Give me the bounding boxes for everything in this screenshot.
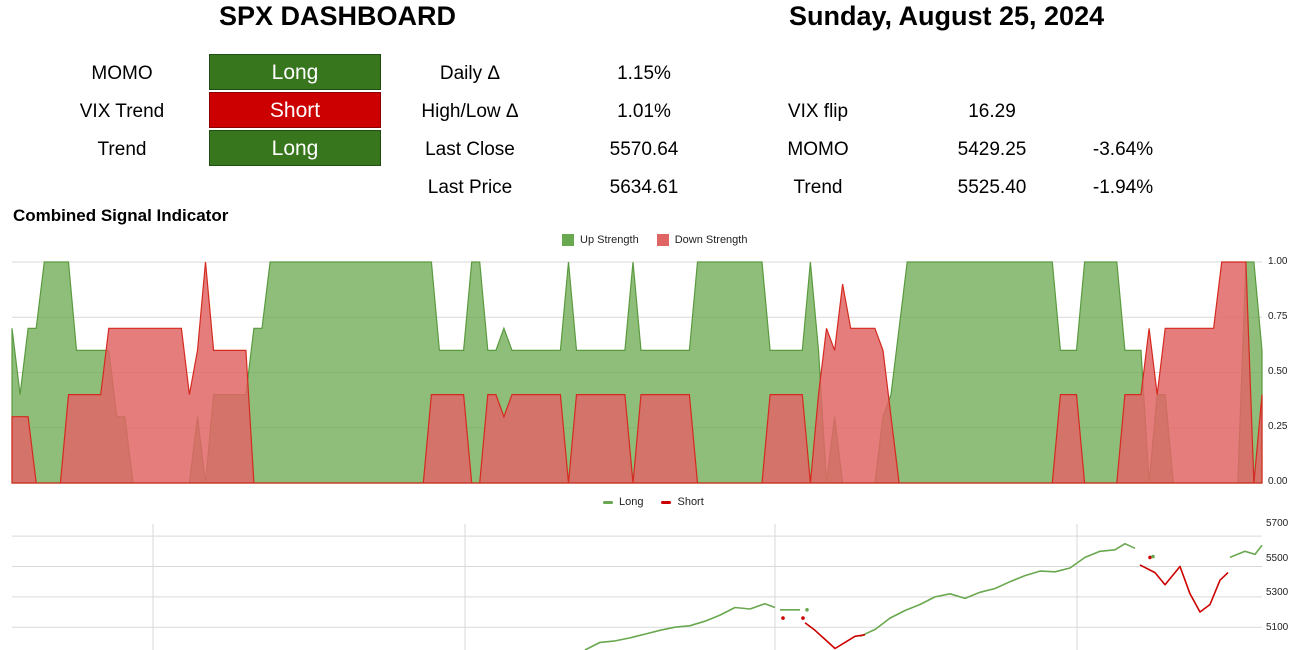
combined-y-tick-075: 0.75 (1268, 311, 1288, 322)
price-y-tick-5100: 5100 (1266, 622, 1289, 633)
dashboard-title: SPX DASHBOARD (219, 1, 457, 31)
combined-y-tick-025: 0.25 (1268, 421, 1288, 432)
legend-swatch-up (562, 234, 574, 246)
legend-label-up: Up Strength (580, 234, 639, 246)
series-line-short (1139, 564, 1229, 613)
signal-label-vix-trend: VIX Trend (79, 101, 165, 122)
signal-trend-badge: Long (209, 130, 381, 166)
combined-chart-legend: Up Strength Down Strength (562, 234, 747, 246)
stat-value-last-close: 5570.64 (609, 139, 679, 160)
series-area-down-strength (11, 261, 1263, 484)
dashboard-date: Sunday, August 25, 2024 (789, 1, 1105, 31)
legend-line-long (603, 500, 613, 504)
series-point-short (801, 616, 805, 620)
legend-label-down: Down Strength (674, 234, 748, 246)
level-pct-momo: -3.64% (1092, 139, 1154, 160)
stat-label-high-low-delta: High/Low Δ (421, 101, 519, 122)
legend-line-short (661, 500, 672, 504)
stat-value-daily-delta: 1.15% (617, 63, 671, 84)
signal-momo-badge: Long (209, 54, 381, 90)
price-y-tick-5700: 5700 (1266, 518, 1289, 529)
level-value-vix-flip: 16.29 (968, 101, 1016, 122)
price-y-tick-5300: 5300 (1266, 587, 1289, 598)
level-label-momo: MOMO (787, 139, 849, 160)
level-value-momo: 5429.25 (957, 139, 1027, 160)
combined-y-tick-0: 0.00 (1268, 476, 1288, 487)
series-line-short (804, 622, 866, 650)
series-line-long (1229, 544, 1263, 559)
legend-label-long: Long (619, 496, 644, 508)
series-point-long (1151, 554, 1155, 559)
stat-label-last-price: Last Price (427, 177, 513, 198)
level-label-vix-flip: VIX flip (787, 101, 849, 122)
series-point-short (1148, 555, 1152, 560)
combined-y-tick-1: 1.00 (1268, 256, 1288, 267)
level-label-trend: Trend (793, 177, 843, 198)
price-chart-legend: Long Short (603, 496, 704, 508)
price-y-tick-5500: 5500 (1266, 553, 1289, 564)
stat-label-daily-delta: Daily Δ (439, 63, 501, 84)
stat-label-last-close: Last Close (425, 139, 515, 160)
series-point-long (805, 608, 809, 612)
signal-vix-trend-badge: Short (209, 92, 381, 128)
legend-label-short: Short (677, 496, 704, 508)
legend-swatch-down (656, 234, 669, 246)
combined-chart-title: Combined Signal Indicator (13, 206, 229, 225)
series-line-long (859, 542, 1136, 638)
series-line-long (584, 602, 776, 650)
level-value-trend: 5525.40 (957, 177, 1027, 198)
series-point-short (781, 616, 785, 620)
signal-label-momo: MOMO (91, 63, 153, 84)
signal-label-trend: Trend (97, 139, 147, 160)
level-pct-trend: -1.94% (1092, 177, 1154, 198)
stat-value-last-price: 5634.61 (609, 177, 679, 198)
combined-y-tick-050: 0.50 (1268, 366, 1288, 377)
stat-value-high-low-delta: 1.01% (617, 101, 671, 122)
